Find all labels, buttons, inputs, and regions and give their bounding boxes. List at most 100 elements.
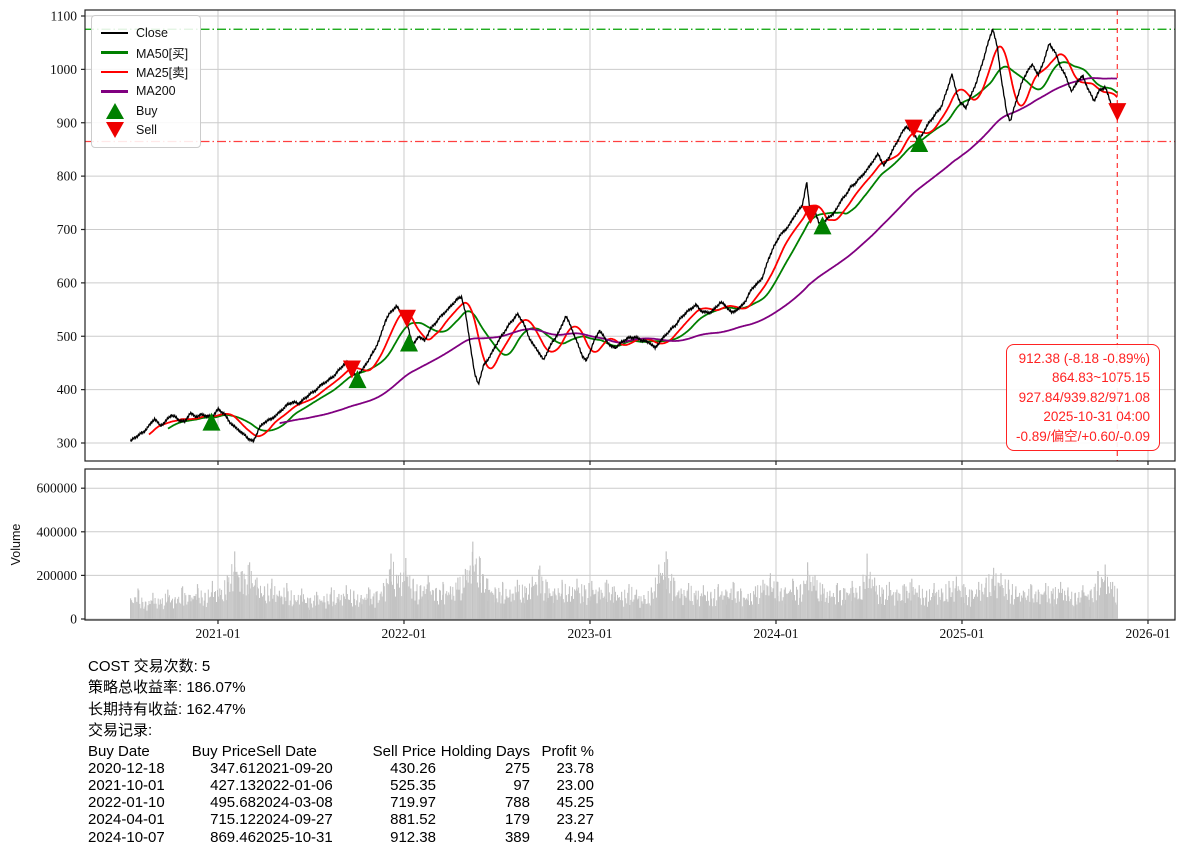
svg-text:900: 900 — [57, 115, 78, 130]
legend-item-close: Close — [101, 23, 188, 43]
svg-text:400000: 400000 — [37, 524, 78, 539]
header-buy-date: Buy Date — [88, 742, 150, 760]
trade-row: 2022-01-10 495.68 2024-03-08 719.97 788 45.25 — [88, 795, 594, 812]
legend-label-ma25: MA25[卖] — [136, 66, 189, 81]
legend-label-close: Close — [136, 25, 168, 40]
stat-hold-return: 长期持有收益: 162.47% — [88, 700, 246, 718]
volume-axis-label: Volume — [9, 524, 23, 566]
trade-cell: 427.13 — [210, 777, 256, 795]
volume-bars — [130, 541, 1118, 620]
svg-text:800: 800 — [57, 169, 78, 184]
legend-label-ma50: MA50[买] — [136, 46, 189, 61]
axes: 300 400 500 600 700 800 900 1000 1100 0 200000 4000… — [9, 9, 1176, 641]
svg-text:2024-01: 2024-01 — [753, 626, 798, 641]
header-sell-date: Sell Date — [256, 742, 317, 760]
svg-text:500: 500 — [57, 329, 78, 344]
svg-text:0: 0 — [70, 612, 77, 627]
trade-cell: 2021-09-20 — [256, 759, 333, 777]
volume-panel-border — [84, 468, 1176, 621]
annotation-signal: -0.89/偏空/+0.60/-0.09 — [1016, 428, 1150, 444]
trade-cell: 179 — [504, 811, 530, 829]
trade-row: 2020-12-18 347.61 2021-09-20 430.26 275 23.78 — [88, 759, 594, 778]
svg-text:2025-01: 2025-01 — [939, 626, 984, 641]
svg-text:2022-01: 2022-01 — [381, 626, 426, 641]
trade-cell: 2025-10-31 — [256, 828, 333, 846]
stat-strategy-return: 策略总收益率: 186.07% — [88, 679, 246, 697]
header-buy-price: Buy Price — [191, 742, 256, 760]
sell-markers — [342, 103, 1127, 379]
ma50-line-swatch — [101, 51, 128, 54]
legend-label-ma200: MA200 — [136, 84, 176, 99]
annotation-datetime: 2025-10-31 04:00 — [1043, 409, 1150, 425]
legend-item-ma25: MA25[卖] — [101, 62, 188, 82]
trade-table-header-row: Buy Date Buy Price Sell Date Sell Price … — [88, 742, 594, 761]
trade-cell: 719.97 — [390, 794, 436, 812]
ma200-line-swatch — [101, 90, 128, 93]
price-volume-chart: 300 400 500 600 700 800 900 1000 1100 0 200000 4000… — [9, 9, 1176, 641]
close-line — [129, 28, 1118, 444]
trade-row: 2024-10-07 869.46 2025-10-31 912.38 389 4.94 — [88, 828, 594, 847]
trade-cell: 2022-01-10 — [88, 794, 165, 812]
legend-label-sell: Sell — [136, 123, 157, 138]
trade-cell: 97 — [513, 777, 530, 795]
svg-text:1000: 1000 — [50, 62, 77, 77]
legend-item-ma200: MA200 — [101, 82, 188, 102]
sell-marker-icon — [101, 122, 128, 139]
legend-item-ma50: MA50[买] — [101, 43, 188, 63]
last-price-annotation: 912.38 (-8.18 -0.89%) 864.83~1075.15 927… — [1006, 344, 1160, 452]
trade-cell: 4.94 — [564, 828, 594, 846]
trade-cell: 23.27 — [556, 811, 594, 829]
legend-item-sell: Sell — [101, 121, 188, 141]
svg-text:600: 600 — [57, 275, 78, 290]
trade-row: 2024-04-01 715.12 2024-09-27 881.52 179 23.27 — [88, 812, 594, 829]
trade-cell: 347.61 — [210, 759, 256, 777]
buy-markers — [202, 134, 929, 431]
trade-cell: 2024-09-27 — [256, 811, 333, 829]
trade-cell: 23.00 — [556, 777, 594, 795]
legend: Close MA50[买] MA25[卖] MA200 Buy Sell — [91, 15, 202, 148]
trade-cell: 715.12 — [210, 811, 256, 829]
ma200-line — [279, 77, 1118, 425]
gridlines — [85, 10, 1175, 620]
annotation-price-change: 912.38 (-8.18 -0.89%) — [1018, 351, 1150, 366]
ma25-line-swatch — [101, 70, 128, 73]
annotation-range: 864.83~1075.15 — [1052, 370, 1150, 386]
svg-text:400: 400 — [57, 382, 78, 397]
trade-cell: 45.25 — [556, 794, 594, 812]
trade-records-table: Buy Date Buy Price Sell Date Sell Price … — [88, 742, 594, 847]
buy-marker-icon — [101, 102, 128, 119]
svg-text:200000: 200000 — [37, 568, 78, 583]
svg-text:600000: 600000 — [37, 481, 78, 496]
trade-row: 2021-10-01 427.13 2022-01-06 525.35 97 23.00 — [88, 777, 594, 795]
ma50-line — [167, 61, 1118, 432]
stat-records-title: 交易记录: — [88, 722, 153, 740]
trade-cell: 23.78 — [556, 759, 594, 777]
trade-cell: 389 — [504, 828, 530, 846]
trade-cell: 2021-10-01 — [88, 777, 165, 795]
trade-cell: 525.35 — [390, 777, 436, 795]
header-sell-price: Sell Price — [372, 742, 436, 760]
svg-text:2023-01: 2023-01 — [567, 626, 612, 641]
svg-text:300: 300 — [57, 436, 78, 451]
svg-text:2021-01: 2021-01 — [195, 626, 240, 641]
trade-cell: 912.38 — [390, 828, 436, 846]
legend-item-buy: Buy — [101, 101, 188, 121]
legend-label-buy: Buy — [136, 103, 158, 118]
strategy-stats: COST 交易次数: 5 策略总收益率: 186.07% 长期持有收益: 162… — [88, 656, 594, 847]
trade-cell: 881.52 — [390, 811, 436, 829]
trade-cell: 2024-04-01 — [88, 811, 165, 829]
trade-cell: 2020-12-18 — [88, 759, 165, 777]
stat-trade-count: COST 交易次数: 5 — [88, 658, 211, 675]
price-panel-border — [84, 9, 1176, 462]
trade-cell: 495.68 — [210, 794, 256, 812]
trade-cell: 2024-03-08 — [256, 794, 333, 812]
header-profit: Profit % — [541, 742, 594, 760]
trade-cell: 788 — [504, 794, 530, 812]
close-line-swatch — [101, 31, 128, 34]
chart-series — [85, 10, 1175, 620]
trade-cell: 2022-01-06 — [256, 777, 333, 795]
header-holding-days: Holding Days — [440, 742, 530, 760]
trade-cell: 275 — [504, 759, 530, 777]
trade-cell: 2024-10-07 — [88, 828, 165, 846]
